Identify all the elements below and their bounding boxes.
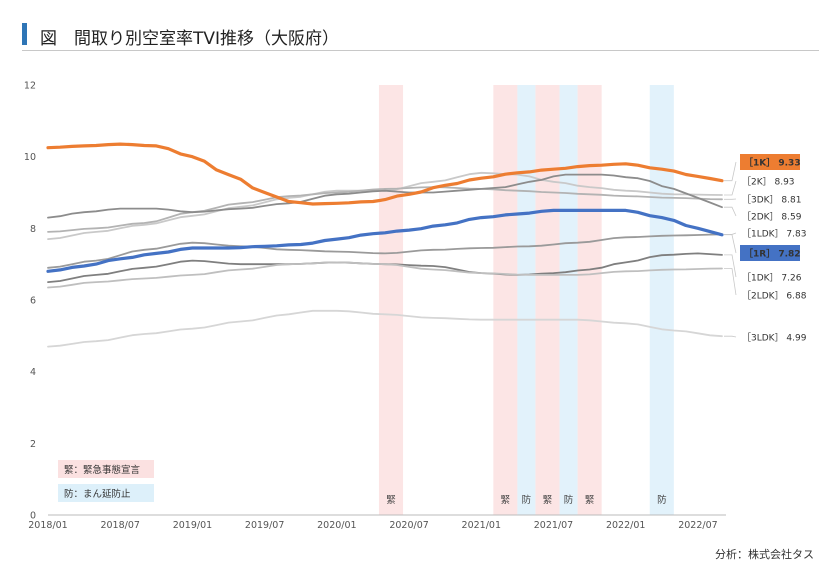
label-leader-line — [724, 232, 737, 235]
series-line-1r782 — [46, 208, 724, 273]
band-emergency-5 — [577, 85, 602, 515]
x-tick-label: 2020/07 — [389, 520, 428, 531]
series-end-label: ［1R］ 7.82 — [744, 248, 801, 260]
band-label: 緊 — [585, 495, 595, 506]
band-label: 緊 — [543, 495, 553, 506]
title-bar: 図 間取り別空室率TVI推移（大阪府） — [22, 20, 819, 51]
band-label: 防 — [564, 494, 574, 506]
y-tick-label: 4 — [30, 367, 36, 378]
series-end-label: ［2K］ 8.93 — [742, 177, 795, 188]
y-tick-label: 2 — [30, 439, 36, 450]
x-tick-label: 2022/07 — [678, 520, 717, 531]
legend-swatch-prevention — [58, 484, 154, 502]
end-label-box — [740, 154, 800, 170]
legend-swatch-emergency — [58, 460, 154, 478]
label-leader-line — [724, 254, 737, 278]
series-end-label: ［3LDK］ 4.99 — [742, 333, 807, 344]
x-tick-label: 2019/07 — [245, 520, 284, 531]
series-end-label: ［2DK］ 8.59 — [742, 212, 802, 223]
y-tick-label: 12 — [24, 81, 36, 92]
band-prevention-6 — [649, 85, 674, 515]
series-line-1k933 — [46, 142, 724, 206]
x-tick-label: 2019/01 — [173, 520, 212, 531]
band-label: 防 — [522, 494, 532, 506]
page-title: 図 間取り別空室率TVI推移（大阪府） — [40, 29, 340, 49]
series-line-2ldk688 — [47, 261, 723, 289]
label-leader-line — [724, 180, 737, 196]
y-tick-label: 6 — [30, 296, 36, 307]
legend-label: 緊：緊急事態宣言 — [64, 464, 141, 476]
x-tick-label: 2021/01 — [462, 520, 501, 531]
label-leader-line — [724, 206, 737, 217]
band-emergency-0 — [378, 85, 404, 515]
series-end-label: ［3DK］ 8.81 — [742, 195, 801, 206]
series-line-3dk881 — [47, 186, 723, 233]
band-label: 緊 — [501, 495, 511, 506]
x-tick-label: 2018/07 — [100, 520, 139, 531]
series-line-1ldk783 — [47, 233, 723, 269]
band-emergency-3 — [535, 85, 560, 515]
series-line-3ldk499 — [47, 309, 723, 348]
label-leader-line — [724, 335, 737, 338]
band-label: 防 — [657, 494, 667, 506]
x-tick-label: 2022/01 — [606, 520, 645, 531]
end-label-box — [740, 245, 800, 261]
y-tick-label: 0 — [30, 511, 36, 522]
y-tick-label: 8 — [30, 224, 36, 235]
title-accent-bar — [22, 23, 27, 45]
label-leader-line — [724, 161, 737, 182]
source-credit: 分析：株式会社タス — [715, 548, 814, 561]
y-tick-label: 10 — [24, 152, 36, 163]
band-label: 緊 — [386, 495, 396, 506]
label-leader-line — [724, 268, 737, 296]
band-prevention-2 — [517, 85, 536, 515]
legend-label: 防：まん延防止 — [64, 488, 131, 500]
series-end-label: ［1LDK］ 7.83 — [742, 229, 806, 240]
x-tick-label: 2021/07 — [534, 520, 573, 531]
band-prevention-4 — [559, 85, 578, 515]
x-tick-label: 2020/01 — [317, 520, 356, 531]
series-end-label: ［2LDK］ 6.88 — [742, 291, 807, 302]
label-leader-line — [724, 234, 737, 254]
band-emergency-1 — [493, 85, 518, 515]
x-tick-label: 2018/01 — [28, 520, 67, 531]
series-end-label: ［1DK］ 7.26 — [742, 273, 802, 284]
series-line-2dk859 — [47, 173, 723, 219]
series-end-label: ［1K］ 9.33 — [744, 157, 801, 169]
